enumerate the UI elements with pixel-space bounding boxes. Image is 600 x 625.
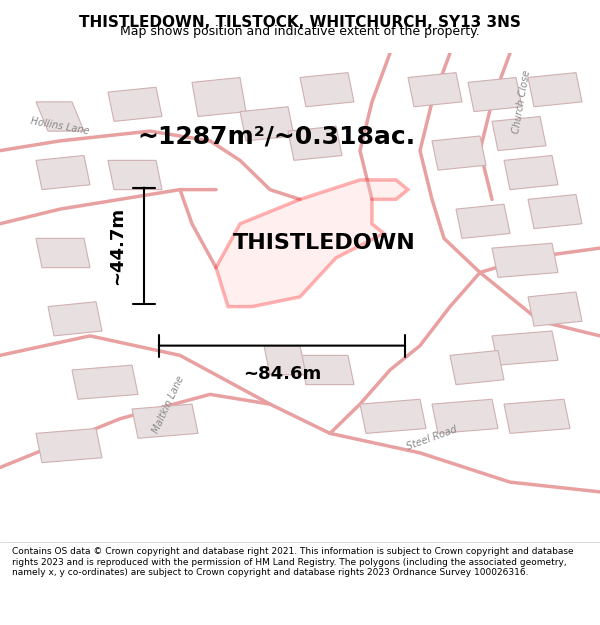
Polygon shape bbox=[108, 88, 162, 121]
Text: Church Close: Church Close bbox=[511, 69, 533, 134]
Text: ~44.7m: ~44.7m bbox=[108, 207, 126, 285]
Polygon shape bbox=[492, 116, 546, 151]
Polygon shape bbox=[288, 126, 342, 161]
Polygon shape bbox=[456, 204, 510, 238]
Polygon shape bbox=[240, 107, 294, 141]
Polygon shape bbox=[300, 72, 354, 107]
Polygon shape bbox=[108, 161, 162, 189]
Polygon shape bbox=[432, 399, 498, 433]
Text: Maltkin Lane: Maltkin Lane bbox=[151, 374, 185, 434]
Polygon shape bbox=[36, 238, 90, 268]
Polygon shape bbox=[360, 399, 426, 433]
Text: Contains OS data © Crown copyright and database right 2021. This information is : Contains OS data © Crown copyright and d… bbox=[12, 548, 574, 577]
Polygon shape bbox=[528, 194, 582, 229]
Polygon shape bbox=[528, 292, 582, 326]
Text: THISTLEDOWN, TILSTOCK, WHITCHURCH, SY13 3NS: THISTLEDOWN, TILSTOCK, WHITCHURCH, SY13 … bbox=[79, 15, 521, 30]
Polygon shape bbox=[504, 156, 558, 189]
Polygon shape bbox=[216, 180, 408, 307]
Polygon shape bbox=[504, 399, 570, 433]
Polygon shape bbox=[528, 72, 582, 107]
Polygon shape bbox=[36, 102, 84, 131]
Text: Steel Road: Steel Road bbox=[406, 424, 458, 452]
Text: ~1287m²/~0.318ac.: ~1287m²/~0.318ac. bbox=[137, 124, 415, 148]
Text: ~84.6m: ~84.6m bbox=[243, 365, 321, 383]
Text: Hollins Lane: Hollins Lane bbox=[30, 116, 90, 136]
Polygon shape bbox=[300, 356, 354, 384]
Polygon shape bbox=[48, 302, 102, 336]
Polygon shape bbox=[492, 331, 558, 365]
Polygon shape bbox=[132, 404, 198, 438]
Polygon shape bbox=[492, 243, 558, 278]
Polygon shape bbox=[36, 429, 102, 462]
Text: THISTLEDOWN: THISTLEDOWN bbox=[233, 233, 415, 253]
Polygon shape bbox=[192, 78, 246, 116]
Polygon shape bbox=[264, 346, 306, 375]
Polygon shape bbox=[432, 136, 486, 170]
Polygon shape bbox=[36, 156, 90, 189]
Text: Map shows position and indicative extent of the property.: Map shows position and indicative extent… bbox=[120, 25, 480, 38]
Polygon shape bbox=[408, 72, 462, 107]
Polygon shape bbox=[72, 365, 138, 399]
Polygon shape bbox=[468, 78, 522, 112]
Polygon shape bbox=[450, 351, 504, 384]
